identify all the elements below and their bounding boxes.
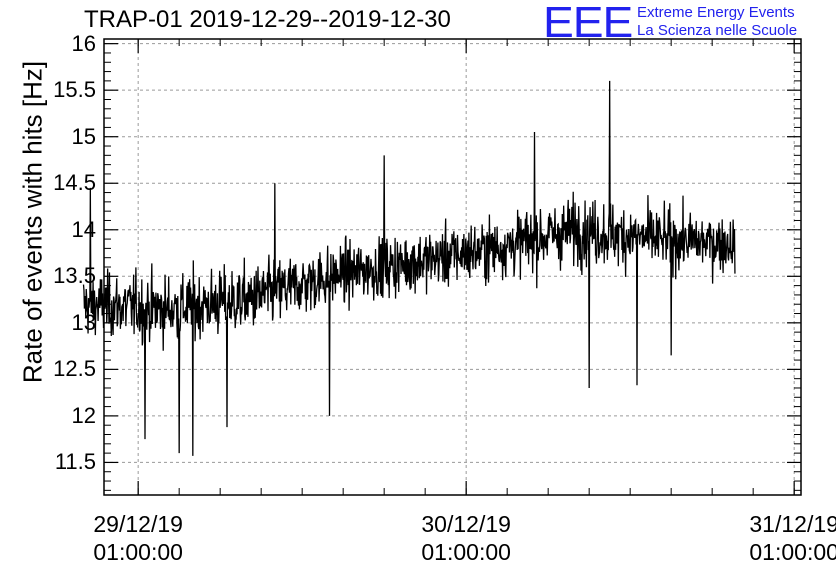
grid-lines [104,39,801,495]
x-tick-date: 29/12/19 [93,511,183,537]
x-tick-time: 01:00:00 [93,539,183,565]
y-tick-label: 11.5 [54,449,96,475]
x-tick-time: 01:00:00 [421,539,511,565]
series-line-group [82,80,736,456]
x-tick-date: 31/12/19 [749,511,836,537]
x-tick-label: 29/12/19 01:00:00 [93,510,183,566]
chart-title: TRAP-01 2019-12-29--2019-12-30 [84,6,451,33]
y-tick-label: 13.5 [53,263,96,289]
y-tick-label: 15.5 [53,77,96,103]
logo-caption: Extreme Energy Events La Scienza nelle S… [637,4,797,40]
y-tick-label: 14 [71,216,96,242]
plot-frame [103,38,802,496]
x-tick-time: 01:00:00 [749,539,836,565]
axes-frame [103,38,802,496]
y-tick-label: 15 [71,123,96,149]
logo-caption-line1: Extreme Energy Events [637,4,795,21]
x-tick-label: 31/12/19 01:00:00 [749,510,836,566]
y-tick-label: 12.5 [53,356,96,382]
y-tick-label: 12 [71,402,96,428]
x-tick-label: 30/12/19 01:00:00 [421,510,511,566]
y-tick-label: 14.5 [53,170,96,196]
x-tick-date: 30/12/19 [421,511,511,537]
rate-series-line [82,80,736,456]
y-tick-label: 16 [71,30,96,56]
logo-caption-line2: La Scienza nelle Scuole [637,22,798,39]
eee-logo-icon: EEE [543,0,633,47]
y-tick-label: 13 [71,309,96,335]
